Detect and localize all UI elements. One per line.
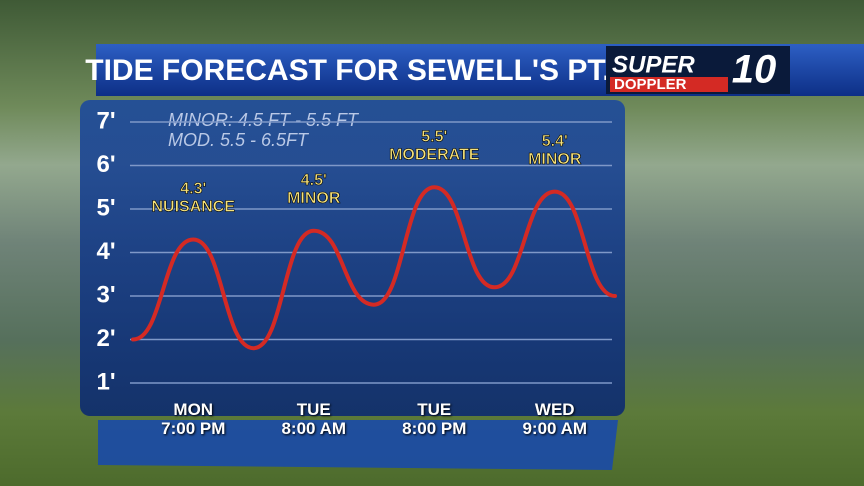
annotation: MOD. 5.5 - 6.5FT bbox=[168, 130, 310, 150]
y-tick-label: 2' bbox=[96, 325, 115, 352]
status-label: MINOR bbox=[287, 190, 341, 207]
value-label: 5.4' bbox=[542, 133, 568, 150]
status-label: MODERATE bbox=[389, 146, 480, 163]
tide-line bbox=[131, 185, 617, 351]
x-label-band bbox=[98, 420, 618, 470]
value-label: 4.5' bbox=[301, 172, 327, 189]
annotation: MINOR: 4.5 FT - 5.5 FT bbox=[168, 110, 360, 130]
x-tick-label: WED 9:00 AM bbox=[522, 400, 588, 438]
x-tick-label: TUE 8:00 PM bbox=[402, 400, 467, 438]
y-tick-label: 1' bbox=[96, 368, 115, 395]
y-tick-label: 6' bbox=[96, 151, 115, 178]
y-tick-label: 4' bbox=[96, 238, 115, 265]
plot-panel bbox=[80, 100, 625, 416]
logo-top: SUPER bbox=[612, 51, 695, 78]
status-label: MINOR bbox=[528, 151, 582, 168]
value-label: 4.3' bbox=[180, 181, 206, 198]
title: TIDE FORECAST FOR SEWELL'S PT. bbox=[85, 54, 610, 87]
logo-number: 10 bbox=[732, 48, 777, 92]
logo-band bbox=[610, 77, 728, 92]
value-label: 5.5' bbox=[421, 128, 447, 145]
logo-bottom: DOPPLER bbox=[614, 76, 687, 93]
y-tick-label: 7' bbox=[96, 107, 115, 134]
y-tick-label: 3' bbox=[96, 281, 115, 308]
status-label: NUISANCE bbox=[151, 199, 235, 216]
x-tick-label: TUE 8:00 AM bbox=[281, 400, 347, 438]
y-tick-label: 5' bbox=[96, 194, 115, 221]
x-tick-label: MON 7:00 PM bbox=[161, 400, 226, 438]
